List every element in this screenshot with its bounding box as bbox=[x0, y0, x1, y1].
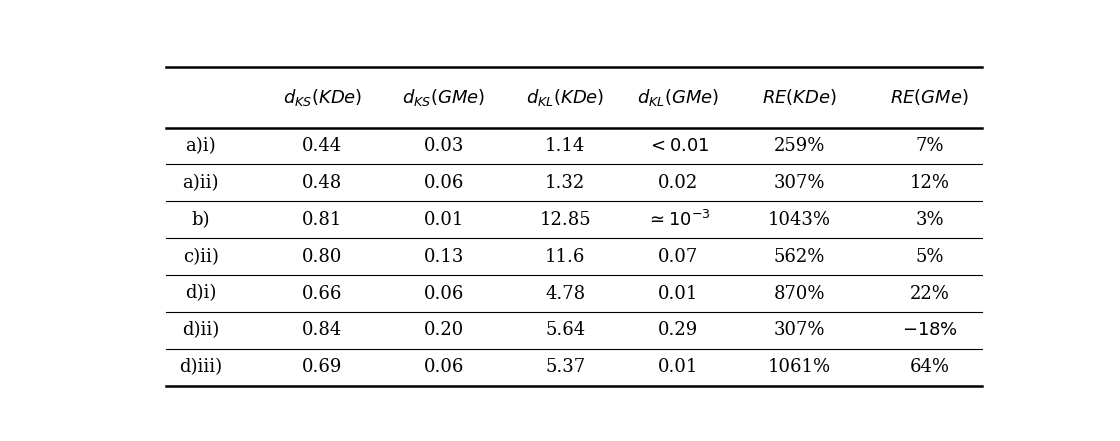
Text: 259%: 259% bbox=[774, 137, 825, 155]
Text: 870%: 870% bbox=[774, 284, 825, 303]
Text: 1043%: 1043% bbox=[768, 211, 831, 229]
Text: 307%: 307% bbox=[774, 321, 825, 340]
Text: 0.84: 0.84 bbox=[302, 321, 343, 340]
Text: a)i): a)i) bbox=[186, 137, 216, 155]
Text: 0.03: 0.03 bbox=[423, 137, 464, 155]
Text: d)iii): d)iii) bbox=[179, 358, 223, 376]
Text: $RE(GMe)$: $RE(GMe)$ bbox=[890, 87, 969, 107]
Text: 7%: 7% bbox=[916, 137, 944, 155]
Text: 64%: 64% bbox=[909, 358, 950, 376]
Text: 0.69: 0.69 bbox=[302, 358, 343, 376]
Text: $\simeq 10^{-3}$: $\simeq 10^{-3}$ bbox=[646, 210, 710, 230]
Text: 0.29: 0.29 bbox=[659, 321, 698, 340]
Text: 12.85: 12.85 bbox=[540, 211, 591, 229]
Text: 0.07: 0.07 bbox=[659, 248, 698, 265]
Text: 0.01: 0.01 bbox=[423, 211, 464, 229]
Text: 5.64: 5.64 bbox=[545, 321, 586, 340]
Text: $RE(KDe)$: $RE(KDe)$ bbox=[762, 87, 838, 107]
Text: 3%: 3% bbox=[915, 211, 944, 229]
Text: 562%: 562% bbox=[774, 248, 825, 265]
Text: a)ii): a)ii) bbox=[183, 174, 220, 192]
Text: d)ii): d)ii) bbox=[183, 321, 220, 340]
Text: 4.78: 4.78 bbox=[545, 284, 586, 303]
Text: 12%: 12% bbox=[909, 174, 950, 192]
Text: $-18\%$: $-18\%$ bbox=[902, 321, 958, 340]
Text: 1.14: 1.14 bbox=[545, 137, 586, 155]
Text: $d_{KS}(GMe)$: $d_{KS}(GMe)$ bbox=[402, 86, 485, 108]
Text: 0.80: 0.80 bbox=[302, 248, 343, 265]
Text: $d_{KL}(KDe)$: $d_{KL}(KDe)$ bbox=[526, 86, 605, 108]
Text: $d_{KL}(GMe)$: $d_{KL}(GMe)$ bbox=[637, 86, 719, 108]
Text: 0.66: 0.66 bbox=[302, 284, 343, 303]
Text: 5.37: 5.37 bbox=[545, 358, 586, 376]
Text: $d_{KS}(KDe)$: $d_{KS}(KDe)$ bbox=[282, 86, 362, 108]
Text: 0.13: 0.13 bbox=[423, 248, 464, 265]
Text: 22%: 22% bbox=[909, 284, 950, 303]
Text: 0.06: 0.06 bbox=[423, 358, 464, 376]
Text: 0.06: 0.06 bbox=[423, 284, 464, 303]
Text: 0.01: 0.01 bbox=[657, 358, 699, 376]
Text: 0.01: 0.01 bbox=[657, 284, 699, 303]
Text: 307%: 307% bbox=[774, 174, 825, 192]
Text: 1061%: 1061% bbox=[768, 358, 831, 376]
Text: 0.44: 0.44 bbox=[302, 137, 343, 155]
Text: 0.06: 0.06 bbox=[423, 174, 464, 192]
Text: b): b) bbox=[192, 211, 211, 229]
Text: $< 0.01$: $< 0.01$ bbox=[647, 137, 709, 155]
Text: c)ii): c)ii) bbox=[183, 248, 218, 265]
Text: 0.81: 0.81 bbox=[302, 211, 343, 229]
Text: 11.6: 11.6 bbox=[545, 248, 586, 265]
Text: 5%: 5% bbox=[916, 248, 944, 265]
Text: 0.02: 0.02 bbox=[659, 174, 698, 192]
Text: d)i): d)i) bbox=[185, 284, 216, 303]
Text: 1.32: 1.32 bbox=[545, 174, 586, 192]
Text: 0.48: 0.48 bbox=[302, 174, 343, 192]
Text: 0.20: 0.20 bbox=[423, 321, 464, 340]
